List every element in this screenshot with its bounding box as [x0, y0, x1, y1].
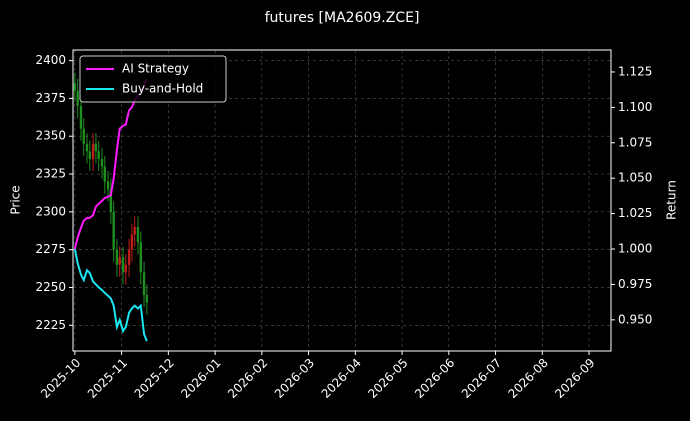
x-tick-label: 2026-07: [459, 356, 504, 401]
candle-body: [145, 295, 149, 303]
x-tick-label: 2026-04: [319, 356, 364, 401]
candle-body: [94, 143, 98, 152]
y-tick-label: 2400: [35, 53, 66, 67]
candle-body: [76, 90, 79, 106]
y2-tick-label: 1.000: [618, 242, 652, 256]
y2-tick-label: 1.100: [618, 100, 652, 114]
candle-body: [118, 257, 121, 265]
legend-box: [79, 55, 227, 103]
x-tick-label: 2025-10: [38, 356, 83, 401]
y-tick-label: 2350: [35, 129, 66, 143]
x-tick-label: 2025-11: [85, 356, 130, 401]
candle-body: [82, 128, 85, 144]
candle-body: [115, 249, 119, 265]
x-tick-label: 2026-08: [506, 356, 551, 401]
candle-body: [130, 234, 134, 250]
candle-body: [97, 151, 100, 159]
plot-frame: [72, 49, 612, 352]
x-tick-label: 2026-06: [412, 356, 457, 401]
y-tick-label: 2275: [35, 242, 66, 256]
y-tick-label: 2225: [35, 318, 66, 332]
y-axis-label: Price: [9, 185, 23, 214]
x-tick-label: 2025-12: [132, 356, 177, 401]
y2-tick-label: 0.975: [618, 277, 652, 291]
legend-label: AI Strategy: [122, 62, 189, 76]
candle-body: [85, 143, 89, 152]
x-tick-label: 2026-09: [552, 356, 597, 401]
y2-tick-label: 1.050: [618, 171, 652, 185]
x-tick-label: 2026-02: [225, 356, 270, 401]
y-tick-label: 2375: [35, 91, 66, 105]
candle-body: [136, 226, 140, 243]
candle-body: [88, 151, 92, 159]
candle-body: [112, 211, 115, 250]
candle-body: [109, 189, 113, 212]
x-tick-label: 2026-05: [365, 356, 410, 401]
x-tick-label: 2026-03: [272, 356, 317, 401]
candle-body: [91, 143, 95, 159]
candle-body: [106, 181, 110, 190]
candle-body: [79, 105, 83, 129]
y-tick-label: 2250: [35, 280, 66, 294]
candle-body: [121, 257, 125, 273]
return-line: [73, 248, 148, 342]
candle-body: [103, 166, 106, 182]
legend-label: Buy-and-Hold: [122, 82, 203, 96]
y-tick-label: 2300: [35, 204, 66, 218]
y-tick-label: 2325: [35, 167, 66, 181]
candle-body: [127, 249, 131, 265]
y2-tick-label: 1.125: [618, 64, 652, 78]
y2-tick-label: 1.075: [618, 135, 652, 149]
y2-tick-label: 0.950: [618, 312, 652, 326]
candle-body: [124, 264, 128, 273]
y2-tick-label: 1.025: [618, 206, 652, 220]
candle-body: [142, 272, 146, 296]
candle-body: [133, 226, 136, 235]
candle-body: [139, 242, 142, 273]
x-tick-label: 2026-01: [178, 356, 223, 401]
candle-body: [73, 83, 77, 91]
candle-body: [100, 158, 104, 167]
y2-axis-label: Return: [665, 180, 679, 220]
chart-title: futures [MA2609.ZCE]: [265, 10, 420, 26]
